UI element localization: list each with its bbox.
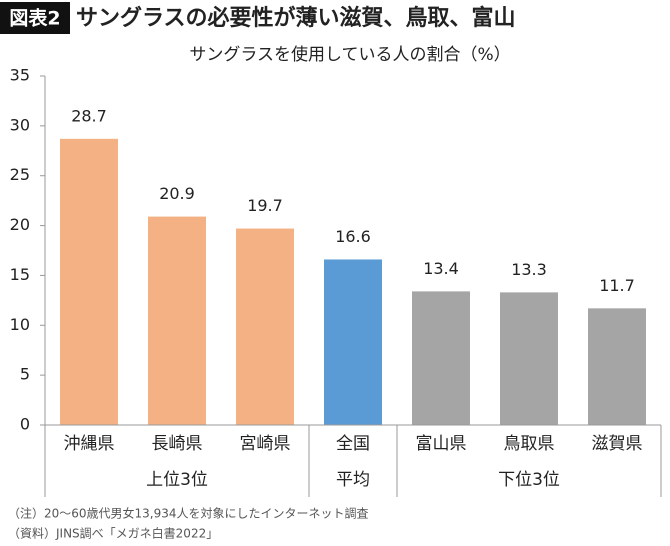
bar <box>588 308 646 425</box>
chart-title: サングラスの必要性が薄い滋賀、鳥取、富山 <box>76 5 516 31</box>
bar <box>236 228 294 425</box>
group-label: 下位3位 <box>498 470 560 490</box>
value-label: 13.4 <box>423 259 459 278</box>
value-label: 19.7 <box>247 196 283 215</box>
y-tick-label: 30 <box>10 115 30 134</box>
bar <box>412 291 470 425</box>
bar <box>148 216 206 425</box>
value-label: 13.3 <box>511 260 547 279</box>
chart-subtitle: サングラスを使用している人の割合（%） <box>189 44 510 65</box>
x-tick-label: 滋賀県 <box>592 434 643 454</box>
figure-label: 図表2 <box>9 7 60 30</box>
value-label: 11.7 <box>599 276 635 295</box>
group-label: 上位3位 <box>146 470 208 490</box>
y-tick-label: 35 <box>10 66 30 85</box>
value-label: 28.7 <box>71 106 107 125</box>
group-label: 平均 <box>336 470 370 490</box>
bar <box>324 259 382 425</box>
bar <box>500 292 558 425</box>
value-label: 16.6 <box>335 227 371 246</box>
x-tick-label: 富山県 <box>416 434 467 454</box>
x-tick-label: 鳥取県 <box>504 434 555 454</box>
y-tick-label: 10 <box>10 315 30 334</box>
x-tick-label: 全国 <box>336 434 370 454</box>
figure-badge <box>0 2 70 34</box>
note: （注）20～60歳代男女13,934人を対象にしたインターネット調査 <box>8 506 369 521</box>
y-tick-label: 20 <box>10 215 30 234</box>
x-tick-label: 宮崎県 <box>240 434 291 454</box>
bar <box>60 138 118 425</box>
value-label: 20.9 <box>159 184 195 203</box>
x-tick-label: 長崎県 <box>152 434 203 454</box>
y-tick-label: 25 <box>10 165 30 184</box>
x-tick-label: 沖縄県 <box>64 434 115 454</box>
note: （資料）JINS調べ「メガネ白書2022」 <box>8 526 218 541</box>
y-tick-label: 0 <box>20 415 30 434</box>
y-tick-label: 5 <box>20 365 30 384</box>
y-tick-label: 15 <box>10 265 30 284</box>
